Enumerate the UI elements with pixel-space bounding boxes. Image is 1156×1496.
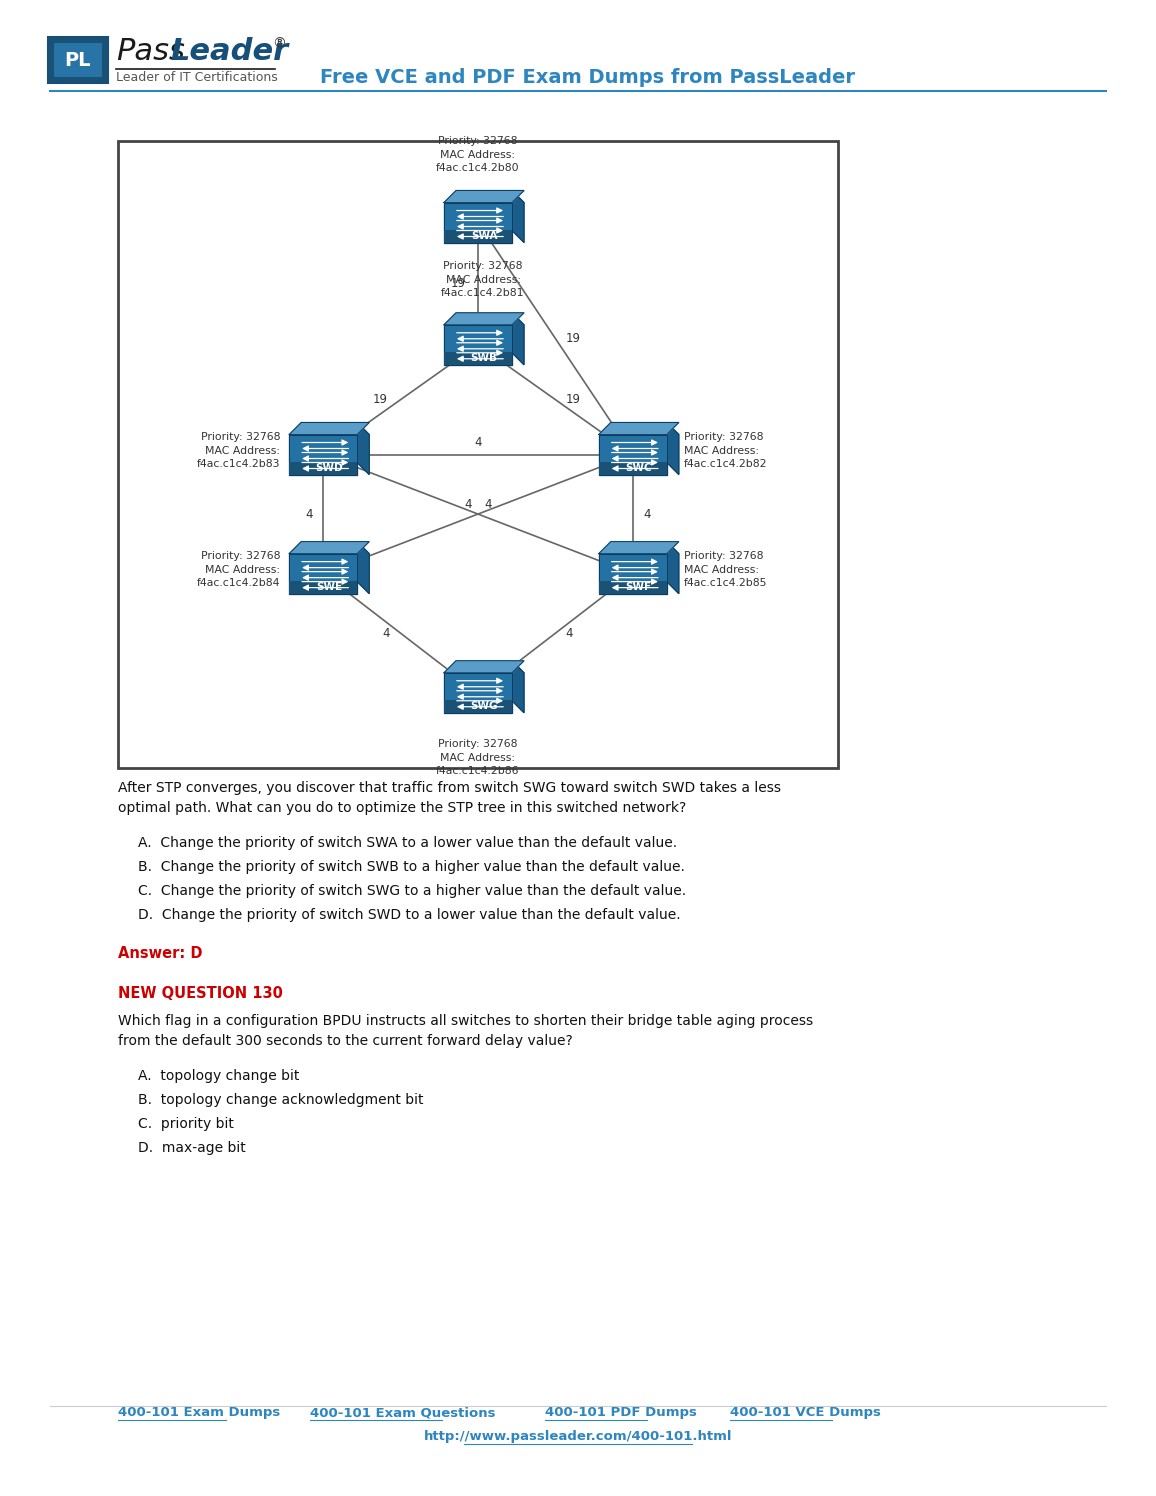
Text: Priority: 32768
MAC Address:
f4ac.c1c4.2b80: Priority: 32768 MAC Address: f4ac.c1c4.2…: [436, 136, 520, 174]
Text: Priority: 32768
MAC Address:
f4ac.c1c4.2b82: Priority: 32768 MAC Address: f4ac.c1c4.2…: [684, 432, 768, 470]
Text: Leader: Leader: [170, 36, 288, 66]
Bar: [289, 461, 357, 474]
Text: B.  topology change acknowledgment bit: B. topology change acknowledgment bit: [138, 1094, 423, 1107]
Text: 19: 19: [373, 393, 388, 405]
Text: 19: 19: [566, 332, 581, 346]
Text: SWF: SWF: [625, 582, 652, 592]
Polygon shape: [289, 434, 357, 474]
Polygon shape: [444, 325, 512, 365]
Text: Leader of IT Certifications: Leader of IT Certifications: [116, 70, 277, 84]
Polygon shape: [599, 434, 667, 474]
Text: SWA: SWA: [470, 230, 497, 241]
Polygon shape: [599, 554, 667, 594]
Polygon shape: [289, 554, 357, 594]
Text: Priority: 32768
MAC Address:
f4ac.c1c4.2b83: Priority: 32768 MAC Address: f4ac.c1c4.2…: [197, 432, 280, 470]
Text: Priority: 32768
MAC Address:
f4ac.c1c4.2b84: Priority: 32768 MAC Address: f4ac.c1c4.2…: [197, 551, 280, 588]
Polygon shape: [599, 422, 679, 434]
Polygon shape: [512, 190, 524, 242]
Text: 4: 4: [484, 498, 491, 510]
Text: 19: 19: [451, 277, 466, 290]
Text: Free VCE and PDF Exam Dumps from PassLeader: Free VCE and PDF Exam Dumps from PassLea…: [320, 67, 855, 87]
FancyBboxPatch shape: [54, 43, 102, 76]
Text: SWC: SWC: [625, 462, 652, 473]
Text: 400-101 PDF Dumps: 400-101 PDF Dumps: [544, 1406, 697, 1420]
Polygon shape: [512, 313, 524, 365]
Polygon shape: [444, 190, 524, 202]
Bar: [0, 0, 1156, 130]
Text: After STP converges, you discover that traffic from switch SWG toward switch SWD: After STP converges, you discover that t…: [118, 781, 781, 814]
Bar: [599, 461, 667, 474]
Text: A.  topology change bit: A. topology change bit: [138, 1070, 299, 1083]
Text: SWE: SWE: [316, 582, 342, 592]
Text: Priority: 32768
MAC Address:
f4ac.c1c4.2b86: Priority: 32768 MAC Address: f4ac.c1c4.2…: [436, 739, 520, 776]
Text: PL: PL: [65, 51, 91, 69]
Text: D.  Change the priority of switch SWD to a lower value than the default value.: D. Change the priority of switch SWD to …: [138, 908, 681, 922]
Polygon shape: [444, 673, 512, 712]
Bar: [118, 141, 838, 767]
Text: 19: 19: [566, 393, 581, 405]
Text: 4: 4: [305, 507, 313, 521]
Text: 400-101 Exam Dumps: 400-101 Exam Dumps: [118, 1406, 280, 1420]
Text: ®: ®: [272, 37, 286, 51]
Polygon shape: [289, 422, 369, 434]
Text: Priority: 32768
MAC Address:
f4ac.c1c4.2b81: Priority: 32768 MAC Address: f4ac.c1c4.2…: [442, 262, 525, 298]
Polygon shape: [667, 542, 679, 594]
Text: 4: 4: [565, 627, 573, 640]
Text: NEW QUESTION 130: NEW QUESTION 130: [118, 986, 283, 1001]
Text: A.  Change the priority of switch SWA to a lower value than the default value.: A. Change the priority of switch SWA to …: [138, 836, 677, 850]
Polygon shape: [599, 542, 679, 554]
Text: Which flag in a configuration BPDU instructs all switches to shorten their bridg: Which flag in a configuration BPDU instr…: [118, 1014, 813, 1047]
Text: SWD: SWD: [316, 462, 343, 473]
Polygon shape: [444, 313, 524, 325]
Text: Pass: Pass: [116, 36, 185, 66]
Bar: [289, 580, 357, 594]
Bar: [444, 352, 512, 365]
Text: http://www.passleader.com/400-101.html: http://www.passleader.com/400-101.html: [424, 1430, 732, 1444]
Polygon shape: [444, 202, 512, 242]
Text: Answer: D: Answer: D: [118, 945, 202, 960]
Text: C.  Change the priority of switch SWG to a higher value than the default value.: C. Change the priority of switch SWG to …: [138, 884, 687, 898]
Text: 4: 4: [383, 627, 391, 640]
Text: B.  Change the priority of switch SWB to a higher value than the default value.: B. Change the priority of switch SWB to …: [138, 860, 684, 874]
Bar: [444, 700, 512, 712]
Text: 4: 4: [465, 498, 472, 510]
Text: 400-101 VCE Dumps: 400-101 VCE Dumps: [729, 1406, 881, 1420]
Polygon shape: [357, 542, 369, 594]
Polygon shape: [667, 422, 679, 474]
Bar: [599, 580, 667, 594]
Text: SWG: SWG: [470, 702, 498, 711]
Text: 4: 4: [643, 507, 651, 521]
Bar: [444, 229, 512, 242]
Polygon shape: [444, 661, 524, 673]
Text: SWB: SWB: [470, 353, 497, 364]
Text: 4: 4: [474, 435, 482, 449]
Polygon shape: [512, 661, 524, 712]
Polygon shape: [289, 542, 369, 554]
Polygon shape: [357, 422, 369, 474]
Text: D.  max-age bit: D. max-age bit: [138, 1141, 246, 1155]
Text: C.  priority bit: C. priority bit: [138, 1118, 234, 1131]
Text: Priority: 32768
MAC Address:
f4ac.c1c4.2b85: Priority: 32768 MAC Address: f4ac.c1c4.2…: [684, 551, 768, 588]
FancyBboxPatch shape: [49, 37, 108, 82]
Text: 400-101 Exam Questions: 400-101 Exam Questions: [310, 1406, 496, 1420]
